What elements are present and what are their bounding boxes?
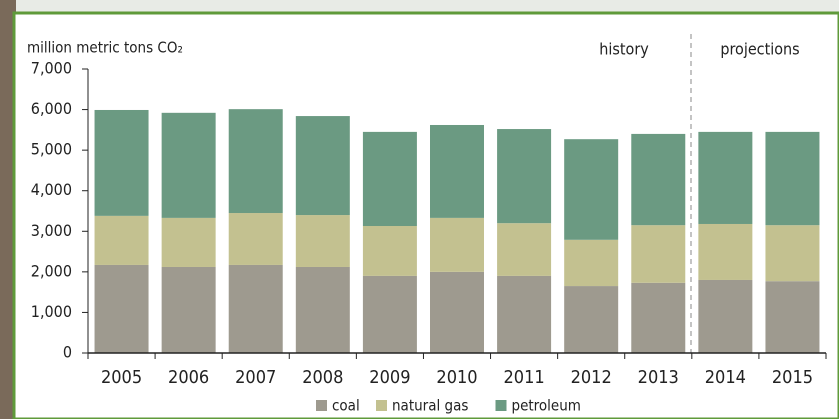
bar-segment <box>698 224 752 280</box>
bar-segment <box>95 216 149 265</box>
bar-segment <box>765 225 819 281</box>
legend-label: coal <box>332 397 360 415</box>
y-tick-label: 3,000 <box>31 221 72 240</box>
bar-segment <box>698 280 752 353</box>
legend-label: natural gas <box>392 397 468 415</box>
y-tick-label: 1,000 <box>31 302 72 321</box>
x-tick-label: 2007 <box>235 367 276 388</box>
annotation: projections <box>720 40 799 59</box>
bar-segment <box>698 132 752 224</box>
bar-segment <box>363 226 417 276</box>
y-tick-label: 0 <box>63 343 72 362</box>
bar-segment <box>229 265 283 353</box>
x-tick-label: 2014 <box>705 367 746 388</box>
bar-segment <box>631 134 685 225</box>
bar-segment <box>363 132 417 226</box>
legend-swatch <box>316 400 327 411</box>
bar-segment <box>296 215 350 267</box>
legend-swatch <box>376 400 387 411</box>
bar-segment <box>497 223 551 276</box>
y-axis-label: million metric tons CO₂ <box>27 39 183 57</box>
bar-segment <box>497 276 551 353</box>
x-tick-label: 2015 <box>772 367 813 388</box>
bar-segment <box>95 110 149 216</box>
x-tick-label: 2013 <box>638 367 679 388</box>
x-tick-label: 2010 <box>436 367 477 388</box>
bar-segment <box>430 125 484 218</box>
bar-segment <box>497 129 551 223</box>
bar-segment <box>296 116 350 215</box>
bar-segment <box>631 283 685 353</box>
y-tick-label: 5,000 <box>31 140 72 159</box>
y-tick-label: 4,000 <box>31 180 72 199</box>
x-tick-label: 2011 <box>503 367 544 388</box>
x-tick-label: 2006 <box>168 367 209 388</box>
bar-segment <box>229 109 283 213</box>
bar-segment <box>430 272 484 353</box>
bar-segment <box>229 213 283 265</box>
x-tick-label: 2005 <box>101 367 142 388</box>
bar-segment <box>564 286 618 353</box>
bar-segment <box>162 267 216 353</box>
bar-segment <box>564 240 618 286</box>
y-tick-label: 6,000 <box>31 99 72 118</box>
bar-segment <box>631 225 685 283</box>
x-tick-label: 2009 <box>369 367 410 388</box>
bar-segment <box>363 276 417 353</box>
bar-segment <box>162 113 216 218</box>
bar-segment <box>162 218 216 267</box>
bar-segment <box>765 281 819 353</box>
chart: million metric tons CO₂ history projecti… <box>0 0 839 419</box>
bar-segment <box>296 267 350 353</box>
x-tick-label: 2012 <box>571 367 612 388</box>
legend-label: petroleum <box>512 397 581 415</box>
bar-segment <box>564 139 618 240</box>
y-tick-label: 7,000 <box>31 59 72 78</box>
legend-swatch <box>496 400 507 411</box>
y-tick-label: 2,000 <box>31 261 72 280</box>
x-tick-label: 2008 <box>302 367 343 388</box>
bar-segment <box>95 265 149 353</box>
annotation: history <box>599 40 649 59</box>
bar-segment <box>765 132 819 225</box>
bar-segment <box>430 218 484 272</box>
